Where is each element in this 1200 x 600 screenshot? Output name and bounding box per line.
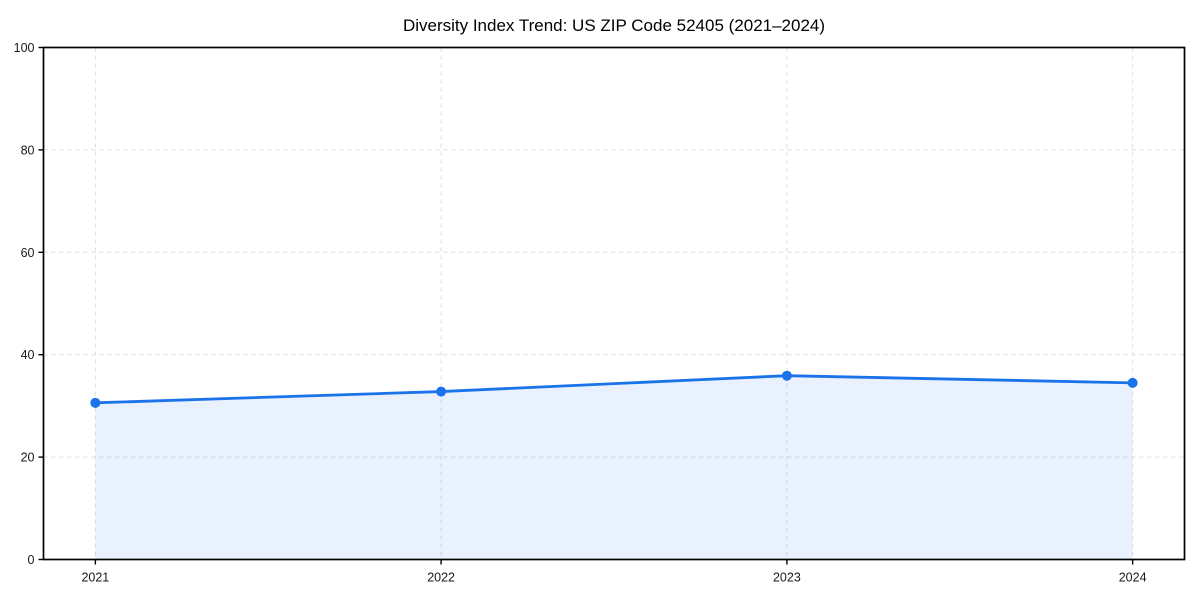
x-tick-label: 2021 — [81, 571, 109, 585]
x-tick-label: 2023 — [773, 571, 801, 585]
tick-layer: 0 20 40 60 80 100 2021 2022 2023 2024 — [14, 41, 1147, 585]
series-area-fill — [95, 375, 1133, 560]
y-tick-label: 20 — [21, 451, 35, 465]
x-tick-label: 2024 — [1119, 571, 1147, 585]
frame-layer — [42, 46, 1186, 561]
x-tick-label: 2022 — [427, 571, 455, 585]
series-line — [93, 374, 1135, 405]
marker-layer — [90, 370, 1138, 408]
line-layer — [93, 374, 1135, 405]
y-tick-label: 100 — [14, 41, 35, 55]
y-tick-label: 60 — [21, 246, 35, 260]
y-tick-label: 40 — [21, 348, 35, 362]
data-point-marker — [1127, 377, 1138, 388]
data-point-marker — [90, 397, 101, 408]
y-tick-label: 80 — [21, 143, 35, 157]
data-point-marker — [436, 386, 447, 397]
y-tick-label: 0 — [28, 553, 35, 567]
area-layer — [95, 375, 1133, 560]
chart-title: Diversity Index Trend: US ZIP Code 52405… — [403, 16, 825, 35]
data-point-marker — [781, 370, 792, 381]
axes-frame — [42, 46, 1186, 561]
